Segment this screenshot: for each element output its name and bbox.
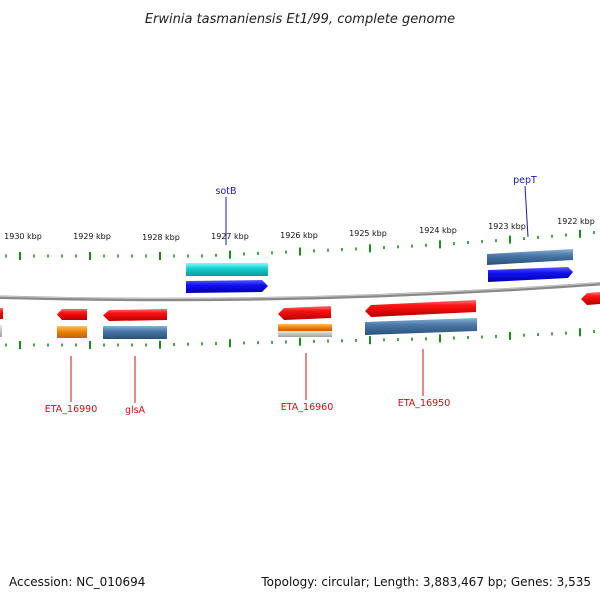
cds-arrow-right-edge[interactable] <box>581 292 600 305</box>
gene-label-glsA[interactable]: glsA <box>125 405 146 416</box>
cds-arrow-ETA_16950[interactable] <box>365 300 476 317</box>
gene-label-ETA_16960[interactable]: ETA_16960 <box>281 402 334 413</box>
scale-label-1924: 1924 kbp <box>419 226 457 235</box>
genome-backbone-highlight <box>0 282 600 300</box>
orange-feature-ETA_16990[interactable] <box>57 326 87 338</box>
scale-label-1922: 1922 kbp <box>557 217 595 226</box>
scale-ticks-inner <box>5 328 595 349</box>
map-title: Erwinia tasmaniensis Et1/99, complete ge… <box>145 12 455 27</box>
steel-feature-pepT[interactable] <box>487 249 573 265</box>
scale-label-1925: 1925 kbp <box>349 229 387 238</box>
scale-label-1926: 1926 kbp <box>280 231 318 240</box>
gene-label-pepT[interactable]: pepT <box>513 175 537 186</box>
scale-label-1929: 1929 kbp <box>73 232 111 241</box>
steel-feature-glsA[interactable] <box>103 326 167 339</box>
leader-line-pepT <box>524 185 529 238</box>
gray-feature-ETA_16960[interactable] <box>278 331 332 337</box>
steel-feature-ETA_16950[interactable] <box>365 318 477 335</box>
gene-label-ETA_16990[interactable]: ETA_16990 <box>45 404 98 415</box>
gene-label-ETA_16950[interactable]: ETA_16950 <box>398 398 451 409</box>
accession-text: Accession: NC_010694 <box>9 575 145 589</box>
scale-label-1927: 1927 kbp <box>211 232 249 241</box>
cds-arrow-left-edge[interactable] <box>0 308 3 319</box>
cyan-feature-sotB[interactable] <box>186 263 268 276</box>
scale-label-1928: 1928 kbp <box>142 233 180 242</box>
gray-feature-left-edge[interactable] <box>0 325 2 337</box>
topology-summary-text: Topology: circular; Length: 3,883,467 bp… <box>260 575 591 589</box>
cds-arrow-ETA_16990[interactable] <box>57 309 87 320</box>
cds-arrow-pepT[interactable] <box>488 267 573 282</box>
scale-label-1930: 1930 kbp <box>4 232 42 241</box>
scale-label-1923: 1923 kbp <box>488 222 526 231</box>
genome-backbone <box>0 281 600 302</box>
cds-arrow-ETA_16960[interactable] <box>278 306 331 320</box>
cds-arrow-sotB[interactable] <box>186 280 268 293</box>
cds-arrow-glsA[interactable] <box>103 309 167 321</box>
gene-label-sotB[interactable]: sotB <box>215 186 236 197</box>
orange-feature-ETA_16960[interactable] <box>278 324 332 331</box>
scale-ticks-outer <box>5 229 595 260</box>
